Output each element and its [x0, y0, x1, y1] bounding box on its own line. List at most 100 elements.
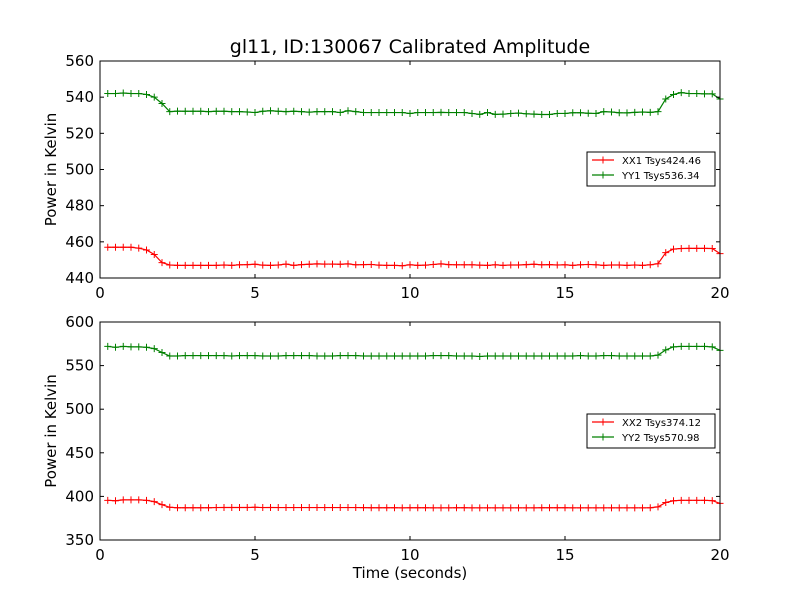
data-point	[584, 352, 592, 360]
data-point	[251, 352, 259, 360]
data-point	[406, 109, 414, 117]
data-point	[135, 244, 143, 252]
data-point	[662, 249, 670, 257]
data-point	[181, 261, 189, 269]
data-point	[360, 504, 367, 512]
data-point	[205, 261, 212, 269]
data-point	[491, 352, 499, 360]
data-point	[708, 497, 716, 505]
data-point	[615, 504, 623, 512]
data-point	[236, 108, 243, 116]
data-point	[398, 109, 406, 117]
data-point	[135, 343, 143, 351]
y-tick-label: 480	[65, 197, 94, 215]
data-point	[352, 504, 360, 512]
data-point	[538, 352, 546, 360]
data-point	[158, 349, 166, 357]
data-point	[298, 504, 305, 512]
data-point	[360, 109, 367, 117]
data-point	[631, 352, 639, 360]
x-tick-label: 5	[250, 546, 260, 564]
data-point	[282, 108, 290, 116]
data-point	[476, 352, 484, 360]
data-point	[499, 110, 507, 118]
data-point	[507, 352, 515, 360]
data-point	[298, 108, 305, 116]
data-point	[367, 504, 375, 512]
data-point	[685, 244, 693, 252]
data-point	[313, 504, 321, 512]
x-tick-label: 5	[250, 284, 260, 302]
data-point	[274, 352, 282, 360]
data-point	[321, 352, 329, 360]
y-tick-label: 350	[65, 531, 94, 549]
data-point	[685, 342, 693, 350]
data-point	[546, 352, 553, 360]
data-point	[298, 261, 305, 269]
data-point	[685, 90, 693, 98]
data-point	[205, 108, 212, 116]
data-point	[181, 107, 189, 115]
data-point	[422, 109, 429, 117]
data-point	[290, 107, 298, 115]
data-point	[522, 261, 530, 269]
x-tick-label: 20	[710, 284, 729, 302]
data-point	[546, 504, 553, 512]
data-point	[166, 108, 174, 116]
bottom-subplot: 0 5 10 15 20 350 400 450 500 550 600 Power in Kelvi…	[42, 313, 730, 564]
data-point	[670, 497, 677, 505]
data-point	[584, 504, 592, 512]
data-point	[437, 352, 445, 360]
data-point	[344, 504, 352, 512]
data-point	[197, 107, 205, 115]
data-point	[336, 352, 344, 360]
data-point	[445, 261, 453, 269]
data-point	[507, 261, 515, 269]
data-point	[468, 352, 476, 360]
data-point	[104, 496, 112, 504]
data-point	[693, 342, 701, 350]
data-point	[383, 261, 391, 269]
data-point	[522, 504, 530, 512]
data-point	[530, 504, 538, 512]
data-point	[569, 504, 577, 512]
data-point	[212, 352, 220, 360]
data-point	[592, 504, 600, 512]
data-point	[662, 499, 670, 507]
x-axis-label: Time (seconds)	[352, 564, 468, 582]
data-point	[267, 503, 274, 511]
data-point	[228, 352, 236, 360]
data-point	[313, 260, 321, 268]
y-tick-label: 500	[65, 400, 94, 418]
data-point	[360, 261, 367, 269]
data-point	[174, 504, 181, 512]
data-point	[484, 352, 491, 360]
data-point	[391, 109, 398, 117]
data-point	[119, 243, 127, 251]
data-point	[577, 504, 584, 512]
data-point	[329, 108, 336, 116]
data-point	[701, 496, 708, 504]
data-point	[646, 504, 654, 512]
data-point	[670, 343, 677, 351]
data-point	[453, 261, 460, 269]
data-point	[189, 261, 197, 269]
data-point	[553, 261, 561, 269]
data-point	[150, 250, 158, 258]
data-point	[600, 261, 608, 269]
data-point	[220, 352, 228, 360]
data-point	[677, 245, 685, 253]
data-point	[701, 244, 708, 252]
legend-label: YY2 Tsys570.98	[621, 433, 700, 444]
data-point	[391, 504, 398, 512]
data-point	[243, 261, 251, 269]
data-point	[468, 261, 476, 269]
data-point	[119, 89, 127, 97]
chart-title: gl11, ID:130067 Calibrated Amplitude	[230, 36, 590, 58]
data-point	[352, 108, 360, 116]
data-point	[174, 352, 181, 360]
data-point	[398, 352, 406, 360]
y-tick-label: 600	[65, 313, 94, 331]
data-point	[453, 352, 460, 360]
data-point	[561, 261, 569, 269]
